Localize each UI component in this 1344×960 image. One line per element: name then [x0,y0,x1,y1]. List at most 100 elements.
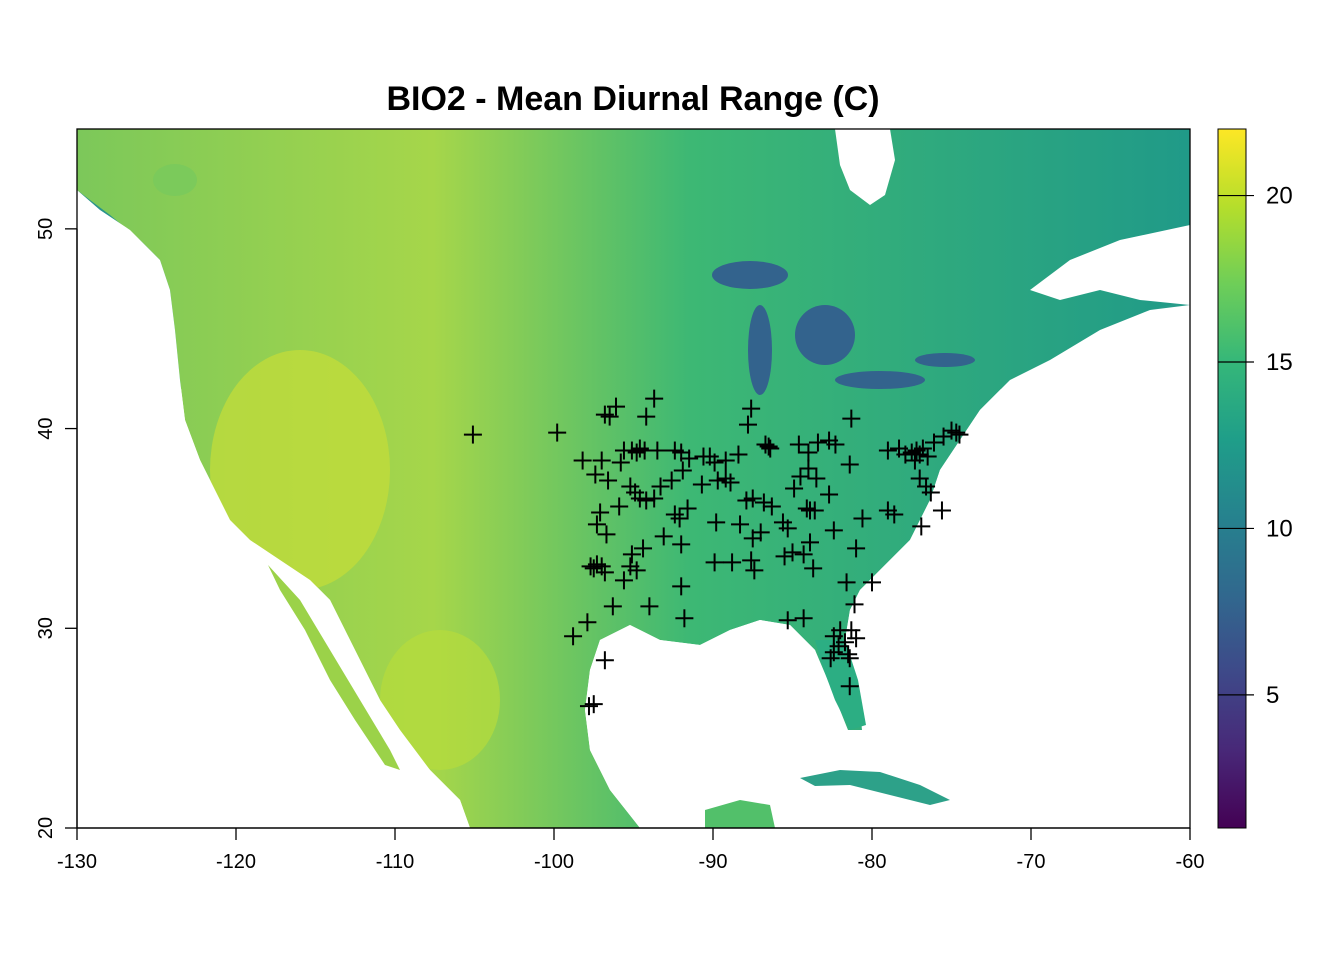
sample-point [707,513,726,532]
sample-point [799,443,818,462]
cuba [800,770,950,805]
atlantic-ocean [845,305,1190,828]
sample-point [794,609,813,628]
sample-point [586,465,605,484]
sample-point [847,539,866,558]
gulf-st-lawrence [1030,225,1190,305]
sample-point [905,451,924,470]
sample-point [820,485,839,504]
sample-point [680,449,699,468]
sample-point [805,501,824,520]
sample-point [840,677,859,696]
sample-point [913,439,932,458]
sample-point [463,425,482,444]
sample-point [878,441,897,460]
sample-point [673,461,692,480]
x-tick-label: -60 [1176,851,1205,873]
x-tick-label: -120 [216,851,256,873]
sample-point [670,509,689,528]
sample-point [797,499,816,518]
x-tick-label: -100 [534,851,574,873]
sample-point [845,595,864,614]
sample-point [584,559,603,578]
sample-point [705,553,724,572]
sample-point [863,573,881,592]
sample-point [826,435,845,454]
sample-point [648,441,667,460]
sample-point [942,421,961,440]
sample-point [785,479,804,498]
sample-point [791,467,810,486]
sample-point [921,483,940,502]
sample-point [932,501,951,520]
sample-point [756,435,775,454]
y-tick-label: 30 [35,617,57,639]
sample-point [761,439,780,458]
sample-point [745,561,764,580]
colorbar-tick-label: 10 [1266,515,1293,542]
north-america-land [77,129,1190,828]
sample-point [610,497,629,516]
sample-point [824,643,843,662]
sample-point [751,523,770,542]
raster-layer [77,129,1190,828]
sample-point [902,443,921,462]
sample-point [564,627,583,646]
sample-point [947,423,966,442]
sample-point [794,545,813,564]
x-tick-label: -130 [57,851,97,873]
sample-point [716,469,735,488]
sample-point [692,475,711,494]
sample-point [839,645,858,664]
yucatan [705,800,775,828]
sample-point [587,515,606,534]
sample-point [885,505,904,524]
baja-california [268,565,400,770]
sample-point [853,509,872,528]
x-axis: -130 -120 -110 -100 -90 -80 -70 -60 [57,827,1205,873]
sample-point [637,491,656,510]
sample-point [847,629,866,648]
y-tick-label: 50 [35,218,57,240]
sample-point [918,447,937,466]
sample-point [637,407,656,426]
great-lakes [712,261,975,395]
x-tick-label: -110 [376,851,415,873]
mexico-high-range [380,630,500,770]
sample-point [603,597,622,616]
sample-point [614,571,633,590]
sample-point [592,451,611,470]
sample-point [840,455,859,474]
colorbar-tick-label: 20 [1266,183,1293,210]
sample-point [842,409,861,428]
sample-point [754,493,773,512]
sample-point [742,551,761,570]
sample-point [548,423,567,442]
colorbar-tick-label: 5 [1266,682,1279,709]
sample-point [742,399,761,418]
sample-point [731,515,750,534]
sample-point [807,469,826,488]
sample-point [837,573,856,592]
sample-point [738,415,757,434]
hudson-bay [835,129,895,205]
sample-point [799,459,818,478]
sample-point [595,563,614,582]
sample-point [775,547,794,566]
sample-point [599,471,618,490]
sample-point [591,503,610,522]
sample-point [950,425,969,444]
sample-point [573,451,592,470]
sample-point [654,527,673,546]
sample-point [645,389,664,408]
sample-point [627,561,646,580]
florida [815,640,866,730]
sample-point [645,489,664,508]
sample-point [607,397,626,416]
sample-point [804,559,823,578]
sample-point [783,543,802,562]
sample-point [630,439,649,458]
sample-point [723,553,742,572]
map-title: BIO2 - Mean Diurnal Range (C) [386,80,879,118]
